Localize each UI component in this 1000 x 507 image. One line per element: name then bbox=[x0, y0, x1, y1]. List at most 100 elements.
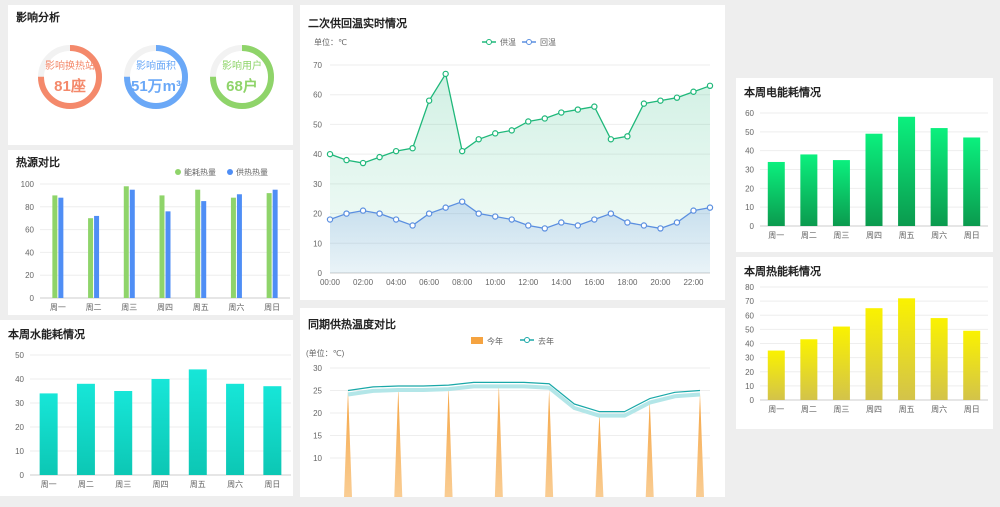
bar bbox=[201, 201, 207, 298]
y-tick-label: 10 bbox=[745, 203, 754, 212]
y-tick-label: 60 bbox=[745, 311, 754, 320]
spike-bar bbox=[494, 384, 503, 497]
x-tick-label: 10:00 bbox=[485, 278, 506, 287]
x-tick-label: 04:00 bbox=[386, 278, 407, 287]
bar bbox=[52, 195, 58, 298]
impact-ring-arc-1 bbox=[124, 45, 188, 109]
bar bbox=[266, 193, 272, 298]
data-point bbox=[607, 210, 615, 217]
y-tick-label: 10 bbox=[313, 239, 322, 248]
bar bbox=[930, 128, 948, 226]
x-tick-label: 周五 bbox=[899, 405, 915, 414]
x-tick-label: 周六 bbox=[227, 479, 243, 489]
data-point bbox=[425, 210, 433, 217]
y-axis-unit: 单位：℃ bbox=[314, 37, 347, 47]
bar bbox=[114, 391, 133, 475]
spike-bar bbox=[444, 386, 453, 497]
y-tick-label: 40 bbox=[15, 375, 24, 384]
series-area bbox=[330, 201, 710, 273]
y-tick-label: 60 bbox=[745, 109, 754, 118]
period-compare-chart: 10 15 20 25 30 (单位：℃) 今年 去年 bbox=[306, 336, 710, 497]
data-point bbox=[326, 150, 334, 158]
bar bbox=[159, 195, 165, 298]
data-point bbox=[690, 88, 697, 95]
data-point bbox=[376, 153, 383, 161]
bar bbox=[188, 369, 207, 475]
spike-bar bbox=[545, 389, 554, 497]
bar bbox=[263, 386, 282, 475]
y-tick-label: 40 bbox=[25, 248, 34, 257]
bar bbox=[272, 189, 278, 298]
bar bbox=[767, 350, 785, 400]
data-point bbox=[376, 210, 383, 217]
bar bbox=[58, 197, 64, 298]
data-point bbox=[591, 216, 598, 223]
data-point bbox=[409, 222, 416, 229]
y-tick-label: 80 bbox=[25, 203, 34, 212]
y-tick-label: 30 bbox=[313, 180, 322, 189]
data-point bbox=[343, 156, 350, 164]
heat-chart: 0 10 20 30 40 50 60 70 80 周一 周二 周三 周四 周五 周六 周日 bbox=[745, 283, 988, 414]
x-tick-label: 周一 bbox=[50, 303, 66, 312]
legend-marker bbox=[486, 39, 492, 45]
data-point bbox=[359, 207, 367, 214]
data-point bbox=[541, 225, 548, 232]
return-temp-title: 二次供回温实时情况 bbox=[308, 18, 407, 30]
x-tick-label: 周三 bbox=[833, 231, 849, 240]
y-tick-label: 60 bbox=[313, 91, 322, 100]
y-tick-label: 20 bbox=[15, 423, 24, 432]
data-point bbox=[492, 130, 499, 137]
bar bbox=[165, 211, 171, 298]
bar bbox=[230, 197, 236, 298]
data-point bbox=[326, 216, 334, 223]
bar bbox=[195, 189, 201, 298]
data-point bbox=[359, 159, 367, 167]
bar bbox=[94, 215, 100, 298]
x-tick-label: 22:00 bbox=[683, 278, 704, 287]
x-tick-label: 周五 bbox=[193, 303, 209, 312]
x-tick-label: 周一 bbox=[41, 480, 57, 489]
x-tick-label: 周三 bbox=[115, 480, 131, 489]
y-tick-label: 30 bbox=[745, 166, 754, 175]
water-chart: 0 10 20 30 40 50 周一 周二 周三 周四 周五 周六 周日 bbox=[15, 351, 291, 489]
x-tick-label: 周二 bbox=[801, 405, 817, 414]
data-point bbox=[425, 97, 433, 104]
data-point bbox=[442, 70, 449, 78]
y-tick-label: 50 bbox=[745, 325, 754, 334]
spike-bar bbox=[696, 393, 704, 497]
series-line-shadow bbox=[347, 384, 701, 418]
bar bbox=[898, 116, 916, 226]
y-tick-label: 30 bbox=[313, 364, 322, 373]
data-point bbox=[508, 127, 515, 134]
data-point bbox=[574, 106, 582, 113]
x-tick-label: 周四 bbox=[866, 231, 882, 240]
impact-ring-arc-0 bbox=[38, 45, 102, 109]
spike-bar bbox=[645, 400, 654, 497]
electric-panel: 本周电能耗情况 0 10 20 30 40 50 60 周一 周二 周三 周四 周五 周六 周日 bbox=[736, 78, 993, 252]
bar bbox=[226, 383, 245, 475]
y-tick-label: 10 bbox=[745, 382, 754, 391]
y-tick-label: 40 bbox=[313, 150, 322, 159]
legend-label: 今年 bbox=[487, 336, 503, 346]
electric-chart: 0 10 20 30 40 50 60 周一 周二 周三 周四 周五 周六 周日 bbox=[745, 109, 988, 240]
bar bbox=[76, 383, 95, 475]
kpi-label: 影响用户 bbox=[222, 61, 262, 72]
x-tick-label: 20:00 bbox=[650, 278, 671, 287]
bar bbox=[832, 326, 850, 400]
y-tick-label: 40 bbox=[745, 147, 754, 156]
data-point bbox=[657, 97, 664, 104]
y-tick-label: 0 bbox=[20, 471, 25, 480]
y-tick-label: 15 bbox=[313, 432, 322, 441]
data-point bbox=[458, 147, 466, 155]
y-tick-label: 20 bbox=[313, 409, 322, 418]
x-tick-label: 18:00 bbox=[617, 278, 638, 287]
x-tick-label: 周四 bbox=[866, 405, 882, 414]
spike-bar bbox=[394, 388, 403, 497]
x-tick-label: 周二 bbox=[86, 303, 102, 312]
y-axis-unit: (单位：℃) bbox=[306, 348, 345, 358]
data-point bbox=[624, 133, 631, 140]
y-tick-label: 0 bbox=[750, 222, 755, 231]
y-tick-label: 30 bbox=[745, 354, 754, 363]
y-tick-label: 50 bbox=[313, 120, 322, 129]
period-compare-title: 同期供热温度对比 bbox=[308, 319, 396, 331]
